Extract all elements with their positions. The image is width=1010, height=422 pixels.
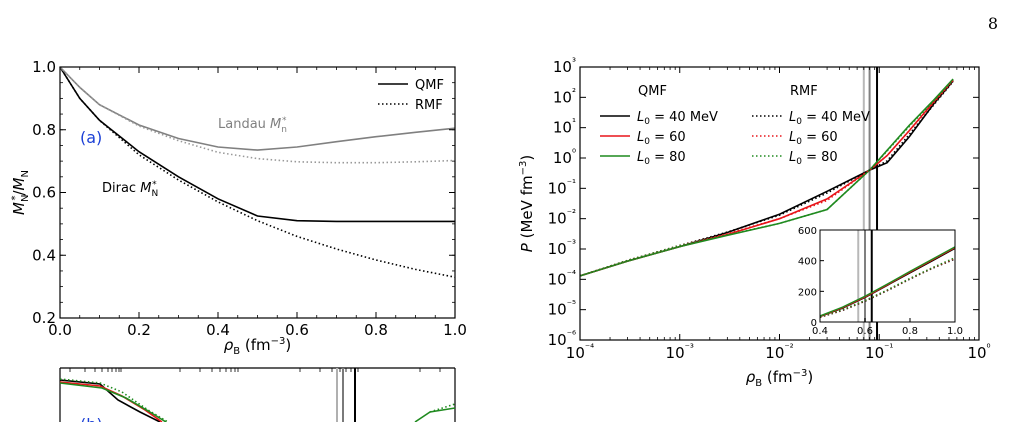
inset-series-line-5 [819, 256, 956, 318]
y-axis-label: MN*/MN [10, 170, 31, 215]
series-line-5 [579, 79, 954, 277]
inset-x-tick-label: 0.8 [902, 326, 918, 337]
y-tick-label: 10⁻¹ [548, 178, 576, 197]
x-axis-label: ρB (fm−3) [224, 336, 292, 357]
x-tick-label: 0.2 [127, 321, 151, 339]
x-tick-label: 0.4 [206, 321, 230, 339]
y-tick-label: 1.0 [32, 58, 56, 76]
y-tick-label: 0.6 [32, 184, 56, 202]
y-tick-label: 10² [553, 87, 576, 106]
legend-label-qmf-0: L0 = 40 MeV [637, 110, 718, 127]
inset-x-tick-label: 0.6 [857, 326, 873, 337]
y-tick-label: 10⁰ [553, 148, 576, 167]
legend-label-rmf-1: L0 = 60 [789, 130, 838, 147]
y-tick-label: 10⁻⁵ [548, 300, 576, 319]
y-axis-label: P (MeV fm−3) [518, 155, 536, 252]
y-tick-label: 10¹ [553, 118, 576, 137]
x-tick-label: 10⁻⁴ [566, 343, 594, 362]
inset-y-tick-label: 200 [798, 287, 817, 298]
x-tick-label: 0.0 [48, 321, 72, 339]
inset-frame [819, 229, 956, 323]
series-line-0 [59, 66, 455, 223]
x-tick-label: 10⁻³ [666, 343, 694, 362]
page-number: 8 [987, 14, 998, 33]
y-tick-label: 0.4 [32, 246, 56, 264]
y-tick-label: 0.2 [32, 309, 56, 327]
legend-group-rmf: RMF [790, 84, 818, 99]
panel-b: (b) [59, 367, 456, 422]
series-line-2 [59, 66, 456, 151]
y-tick-label: 0.8 [32, 121, 56, 139]
x-tick-label: 10⁰ [967, 343, 990, 362]
y-tick-label: 10⁻⁴ [548, 269, 576, 288]
inset-x-tick-label: 0.4 [812, 326, 828, 337]
panel-label-b: (b) [80, 415, 103, 422]
curve-black [59, 379, 161, 422]
x-axis-label: ρB (fm−3) [746, 368, 814, 389]
inset-x-tick-label: 1.0 [947, 326, 963, 337]
x-tick-label: 0.8 [364, 321, 388, 339]
x-tick-label: 10⁻² [765, 343, 793, 362]
series-line-3 [579, 81, 954, 277]
curve-green [59, 382, 167, 422]
series-line-3 [59, 66, 456, 164]
panel-a: 0.0 0.2 0.4 0.6 0.8 1.00.20.40.60.81.0ρB (fm−… [10, 58, 467, 357]
annotation-dirac: Dirac MN* [102, 180, 158, 199]
legend-label-rmf-2: L0 = 80 [789, 150, 838, 167]
legend-label-qmf-1: L0 = 60 [637, 130, 686, 147]
x-tick-label: 10⁻¹ [865, 343, 893, 362]
annotation-landau: Landau Mn* [218, 116, 287, 135]
panel-c: 10⁻⁴ 10⁻³ 10⁻² 10⁻¹ 10⁰10⁻⁶10⁻⁵10⁻⁴10⁻³10⁻²1… [518, 57, 991, 389]
x-tick-label: 0.6 [285, 321, 309, 339]
inset-y-tick-label: 600 [798, 226, 817, 237]
curve-green-right-dotted [429, 403, 456, 413]
x-tick-label: 1.0 [443, 321, 467, 339]
inset-y-tick-label: 400 [798, 257, 817, 268]
series-line-1 [59, 66, 456, 278]
legend-group-qmf: QMF [638, 84, 667, 99]
y-tick-label: 10⁻² [548, 209, 576, 228]
legend-label-rmf: RMF [415, 98, 443, 113]
inset-series-line-2 [819, 246, 956, 317]
panel-label-a: (a) [80, 128, 102, 147]
legend-label-qmf: QMF [415, 78, 444, 93]
legend-label-rmf-0: L0 = 40 MeV [789, 110, 870, 127]
y-tick-label: 10³ [553, 57, 576, 76]
legend-label-qmf-2: L0 = 80 [637, 150, 686, 167]
inset-y-tick-label: 0 [811, 318, 817, 329]
y-tick-label: 10⁻³ [548, 239, 576, 258]
